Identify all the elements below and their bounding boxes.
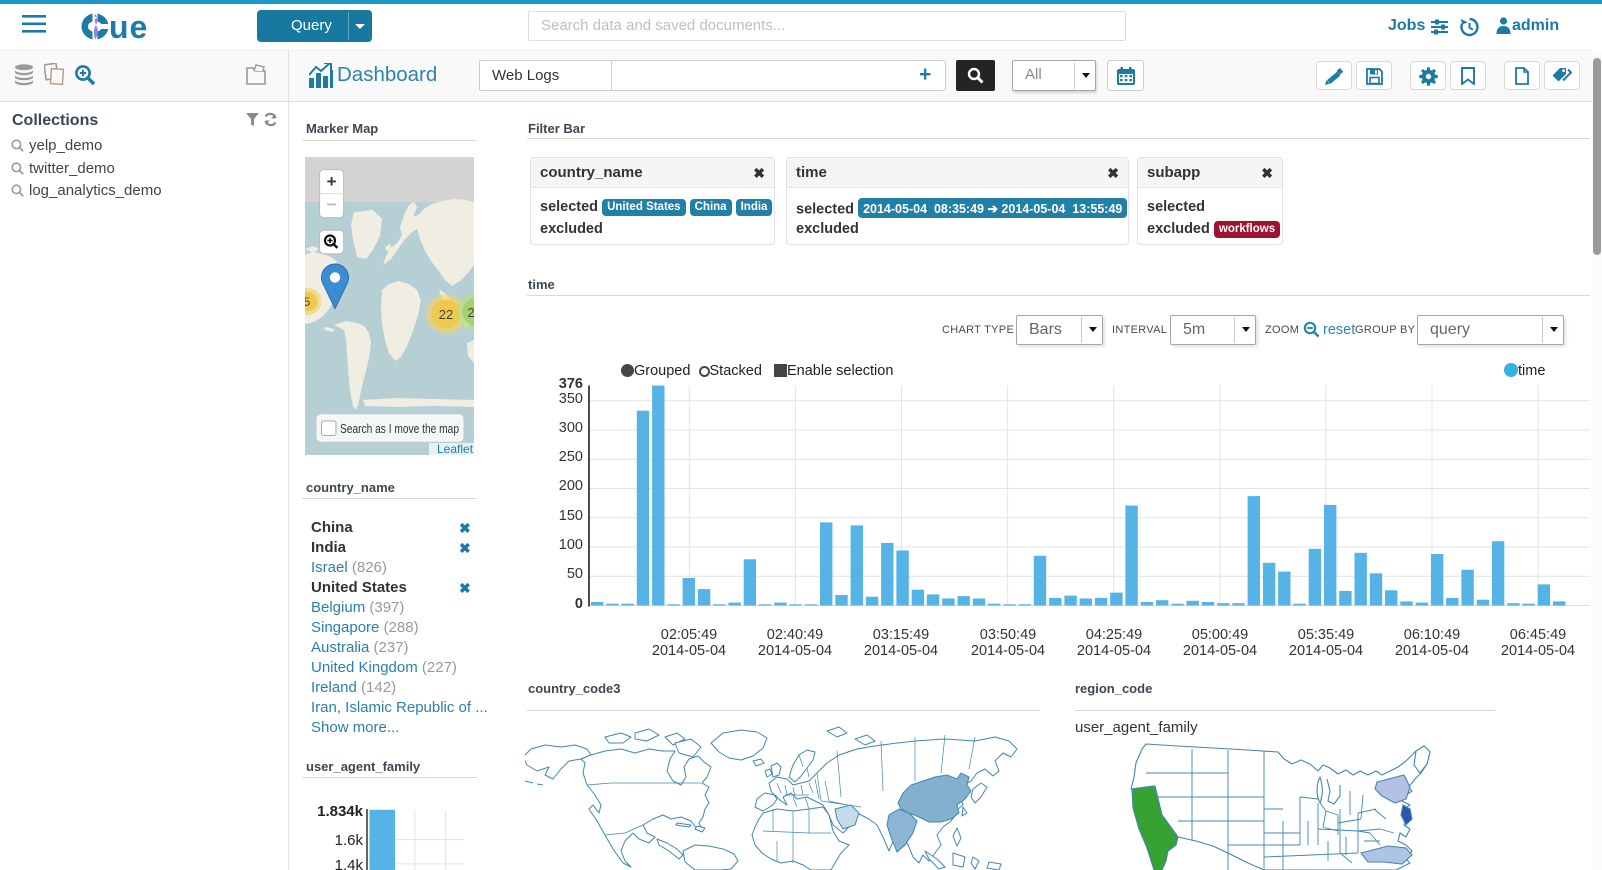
svg-text:Search as I move the map: Search as I move the map [340,422,459,436]
svg-text:+: + [327,172,337,191]
svg-text:Leaflet: Leaflet [437,442,474,455]
svg-text:ue: ue [109,13,148,40]
svg-text:2: 2 [467,305,474,320]
svg-text:−: − [327,195,337,214]
svg-text:5: 5 [305,295,311,309]
svg-text:22: 22 [439,307,453,322]
